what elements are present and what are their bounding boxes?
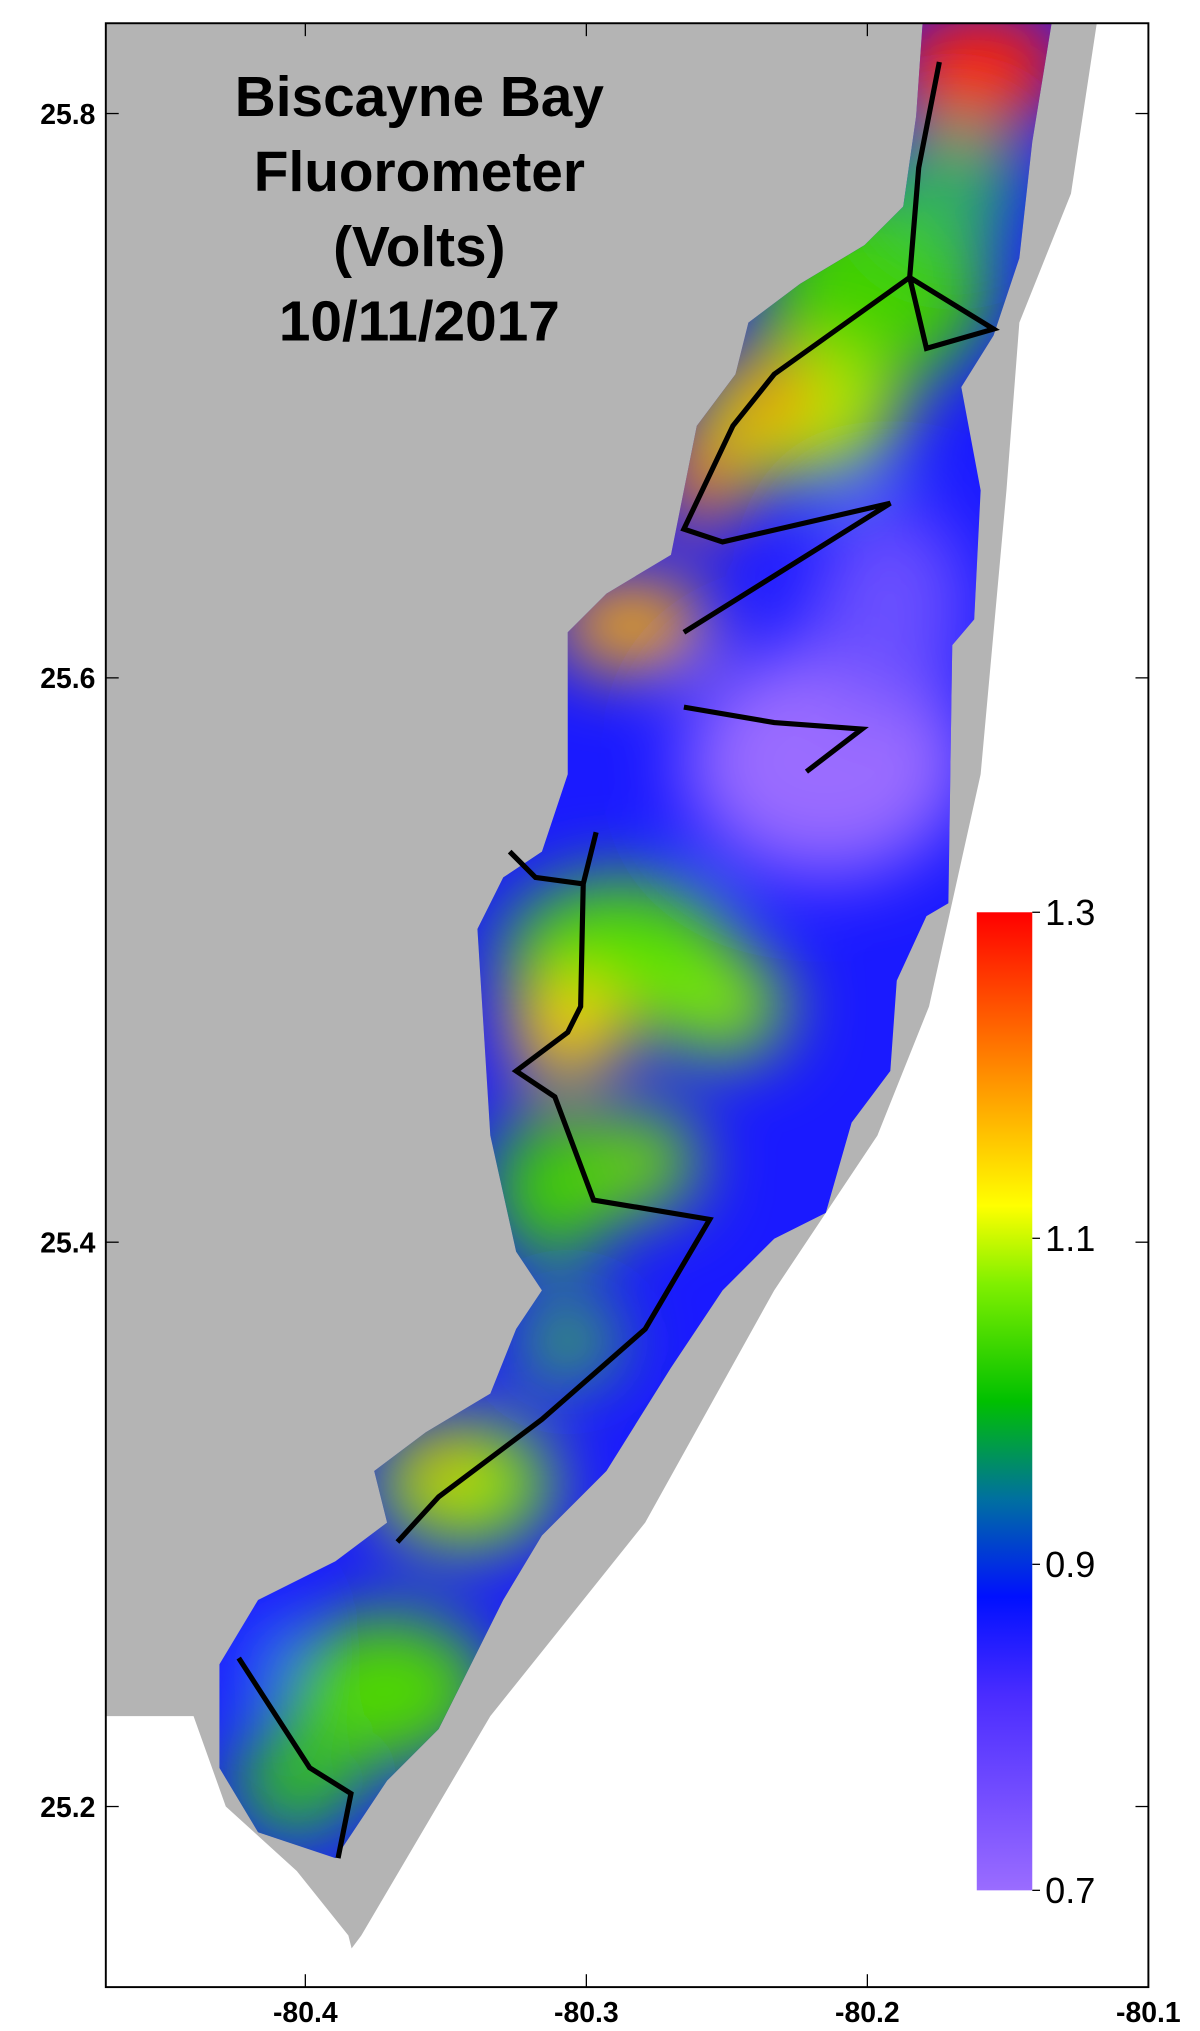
title-line: Fluorometer: [254, 141, 585, 204]
frame: [104, 22, 1150, 1989]
x-tick-label: -80.4: [273, 1997, 338, 2029]
survey-track: [236, 1656, 354, 1859]
x-tick-label: -80.2: [835, 1997, 900, 2029]
x-tick-label: -80.3: [554, 1997, 619, 2029]
axes: -80.4 -80.3 -80.2 -80.1 25.2 25.4 25.6 25.8 0.7 0…: [40, 23, 1181, 2029]
title-line: Biscayne Bay: [235, 66, 605, 129]
y-tick-label: 25.2: [40, 1792, 95, 1824]
colorbar-tick-label: 0.9: [1045, 1544, 1095, 1585]
title-line: 10/11/2017: [279, 291, 560, 354]
colorbar: [976, 912, 1033, 1891]
title-line: (Volts): [333, 216, 505, 279]
survey-track: [683, 704, 869, 774]
colorbar-tick-label: 0.7: [1045, 1870, 1095, 1911]
map-area: [105, 23, 1149, 1988]
colorbar-tick-label: 1.3: [1045, 892, 1095, 933]
y-tick-label: 25.6: [40, 663, 95, 695]
y-tick-label: 25.4: [40, 1228, 95, 1260]
title: Biscayne Bay Fluorometer (Volts) 10/11/2017: [235, 66, 605, 354]
y-tick-label: 25.8: [40, 99, 95, 131]
colorbar-tick-label: 1.1: [1045, 1218, 1095, 1259]
survey-track: [395, 831, 714, 1544]
survey-track: [680, 61, 1000, 635]
florida-bay: [105, 1716, 362, 1988]
x-tick-label: -80.1: [1116, 1997, 1181, 2029]
ocean: [322, 23, 1149, 1988]
